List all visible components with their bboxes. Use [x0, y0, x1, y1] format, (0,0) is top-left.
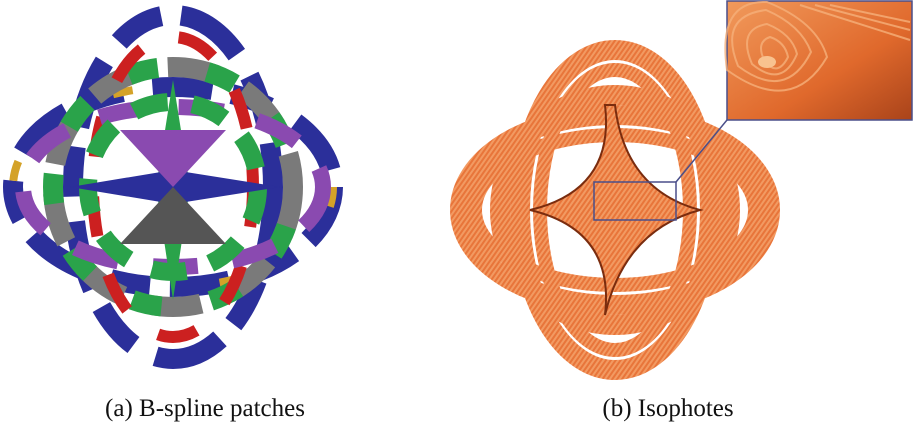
figure: (a) B-spline patches (b) Isophotes [0, 0, 914, 428]
caption-b: (b) Isophotes [602, 395, 733, 422]
panel-a-render [13, 15, 333, 359]
panel-b-render [460, 50, 770, 370]
page: (a) B-spline patches (b) Isophotes (() =… [0, 0, 914, 428]
caption-a: (a) B-spline patches [105, 395, 305, 422]
